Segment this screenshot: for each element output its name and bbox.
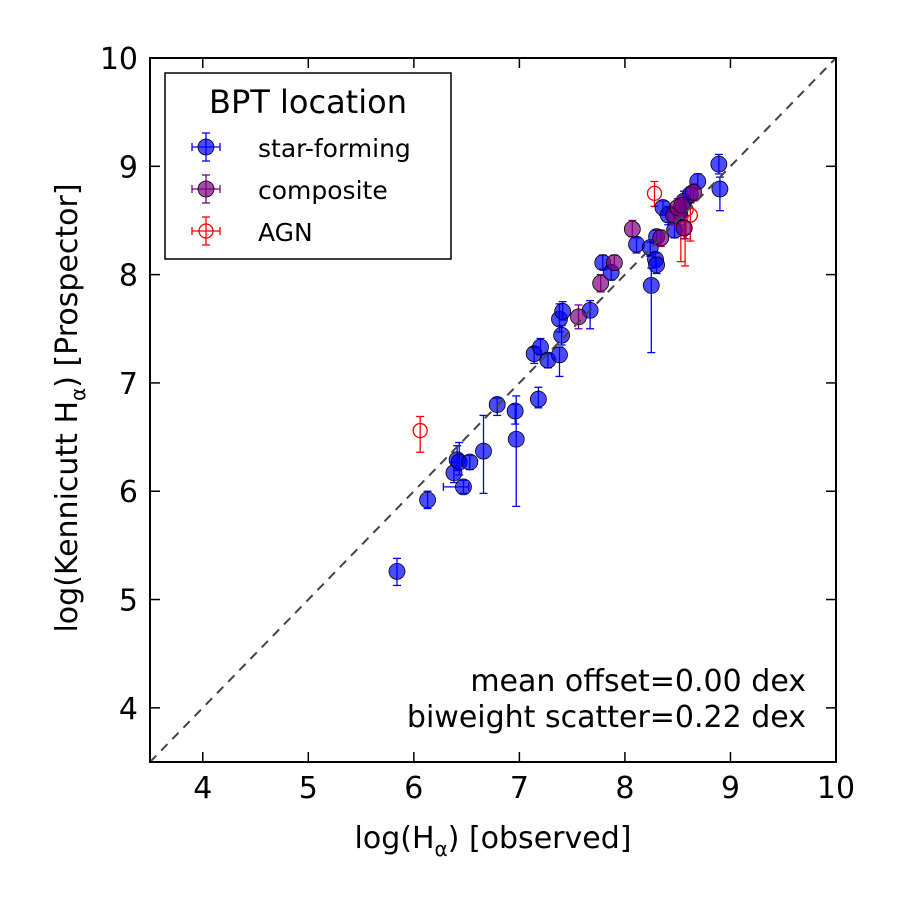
- data-point-composite: [623, 220, 641, 238]
- y-tick-label: 10: [100, 42, 138, 77]
- data-point-star-forming: [553, 326, 570, 344]
- data-point-composite: [605, 254, 623, 272]
- y-tick-label: 9: [119, 150, 138, 185]
- y-tick-label: 8: [119, 259, 138, 294]
- x-axis-label: log(Hα) [observed]: [355, 821, 632, 861]
- data-point-star-forming: [419, 491, 436, 509]
- data-point-composite: [675, 219, 693, 237]
- data-point-star-forming: [529, 390, 547, 408]
- legend-markers: [191, 132, 221, 246]
- x-tick-label: 6: [404, 771, 423, 806]
- biweight-scatter-annotation: biweight scatter=0.22 dex: [407, 700, 806, 735]
- x-tick-label: 10: [817, 771, 855, 806]
- series-composite: [570, 182, 702, 330]
- data-point-agn: [646, 185, 663, 202]
- data-point-composite: [685, 183, 702, 201]
- data-point-star-forming: [455, 478, 472, 496]
- legend-label-composite: composite: [258, 176, 388, 205]
- data-point-star-forming: [710, 155, 728, 173]
- data-point-star-forming: [642, 277, 660, 294]
- data-point-star-forming: [551, 346, 568, 364]
- data-point-star-forming: [507, 430, 525, 448]
- data-layer: [388, 153, 729, 587]
- data-point-star-forming: [628, 235, 645, 253]
- data-point-star-forming: [388, 562, 406, 580]
- legend-marker-circle: [198, 223, 214, 239]
- axis-ticks: 4 5 6 7 8 9 10 4 5 6 7 8 9 10: [100, 42, 855, 806]
- mean-offset-annotation: mean offset=0.00 dex: [470, 664, 806, 699]
- data-point-star-forming: [532, 338, 549, 356]
- data-point-star-forming: [711, 180, 729, 198]
- legend-marker-agn: [191, 216, 221, 246]
- x-tick-label: 7: [510, 771, 529, 806]
- x-tick-label: 9: [721, 771, 740, 806]
- y-tick-label: 6: [119, 475, 138, 510]
- legend-marker-circle: [197, 180, 215, 198]
- y-tick-label: 7: [119, 367, 138, 402]
- data-point-star-forming: [506, 402, 524, 420]
- x-tick-label: 5: [299, 771, 318, 806]
- legend-marker-circle: [197, 138, 215, 156]
- one-to-one-line: [149, 57, 837, 763]
- plot-frame: [149, 57, 837, 763]
- legend-title: BPT location: [209, 83, 407, 121]
- data-point-star-forming: [554, 303, 572, 320]
- legend: BPT location star-forming composite AGN: [164, 72, 452, 260]
- data-point-agn: [412, 422, 428, 439]
- data-point-star-forming: [648, 256, 665, 274]
- legend-label-star-forming: star-forming: [258, 134, 411, 163]
- y-tick-label: 5: [119, 584, 138, 619]
- y-tick-label: 4: [119, 692, 138, 727]
- data-point-star-forming: [461, 453, 479, 471]
- data-point-composite: [673, 196, 691, 214]
- y-axis-label: log(Kennicutt Hα) [Prospector]: [50, 183, 90, 632]
- data-point-composite: [570, 308, 587, 326]
- legend-marker-composite: [191, 174, 221, 204]
- legend-marker-star-forming: [191, 132, 221, 162]
- legend-label-agn: AGN: [258, 218, 313, 247]
- data-point-star-forming: [475, 442, 492, 460]
- data-point-composite: [592, 274, 610, 292]
- x-tick-label: 8: [615, 771, 634, 806]
- x-tick-label: 4: [193, 771, 212, 806]
